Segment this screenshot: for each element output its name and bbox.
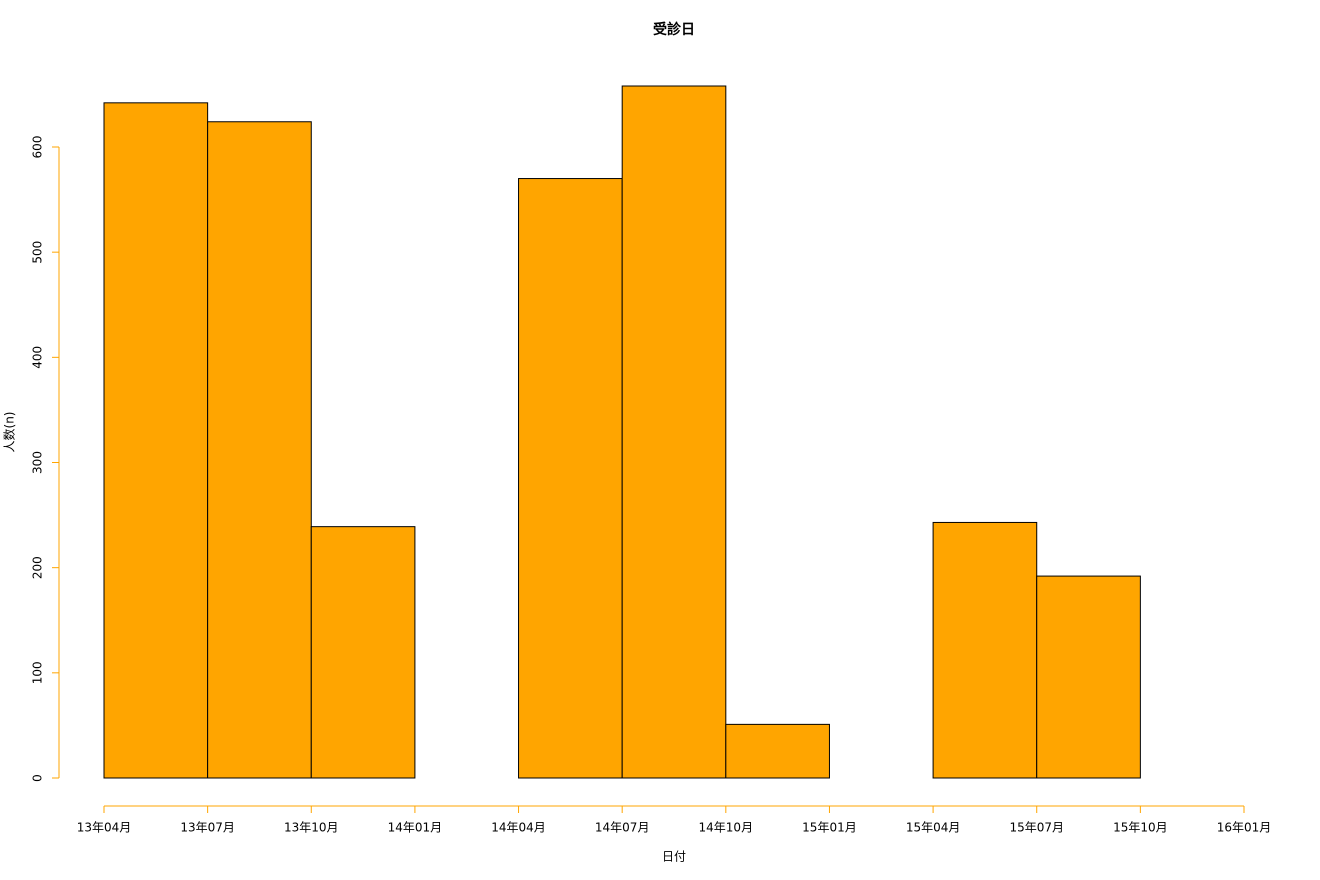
bar: [310, 526, 416, 779]
x-tick-label: 15年04月: [906, 821, 961, 835]
x-tick-label: 14年10月: [699, 821, 754, 835]
chart-title: 受診日: [653, 21, 695, 38]
y-tick-label: 400: [31, 346, 45, 369]
x-tick-label: 15年10月: [1113, 821, 1168, 835]
x-tick-label: 14年07月: [595, 821, 650, 835]
bar: [932, 521, 1038, 779]
y-tick-label: 300: [31, 451, 45, 474]
y-tick-label: 600: [31, 136, 45, 159]
y-tick-label: 100: [31, 661, 45, 684]
x-tick-label: 13年10月: [284, 821, 339, 835]
y-tick-label: 500: [31, 241, 45, 264]
y-tick-label: 0: [31, 774, 45, 782]
x-tick-label: 16年01月: [1217, 821, 1272, 835]
x-tick-label: 15年07月: [1009, 821, 1064, 835]
x-tick-label: 15年01月: [802, 821, 857, 835]
x-tick-label: 14年01月: [388, 821, 443, 835]
bar: [725, 723, 830, 779]
bar: [518, 178, 623, 779]
x-tick-label: 13年07月: [180, 821, 235, 835]
x-tick-label: 14年04月: [491, 821, 546, 835]
x-axis-label: 日付: [662, 850, 686, 864]
bar: [103, 102, 209, 779]
bar: [621, 85, 727, 779]
x-tick-label: 13年04月: [77, 821, 132, 835]
y-tick-label: 200: [31, 556, 45, 579]
y-axis-label: 人数(n): [2, 412, 17, 453]
bar: [207, 121, 312, 779]
bar: [1036, 575, 1141, 779]
